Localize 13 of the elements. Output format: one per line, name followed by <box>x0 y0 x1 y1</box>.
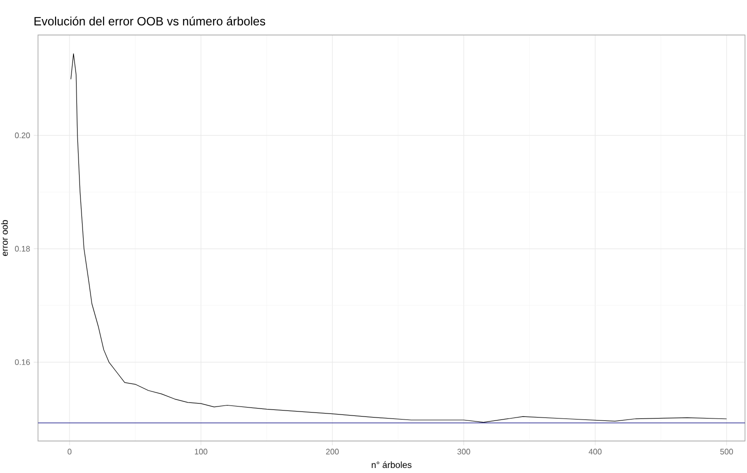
y-axis-title: error oob <box>1 220 8 256</box>
y-tick-label: 0.18 <box>14 246 30 252</box>
x-axis-title: n° árboles <box>372 461 412 468</box>
x-tick-label: 500 <box>720 448 733 454</box>
x-tick-label: 300 <box>457 448 470 454</box>
y-tick-label: 0.20 <box>14 132 30 138</box>
x-tick-label: 400 <box>588 448 602 454</box>
chart-title: Evolución del error OOB vs número árboles <box>34 16 266 26</box>
line-series <box>70 53 727 423</box>
x-tick-label: 200 <box>326 448 339 454</box>
x-tick-label: 0 <box>68 448 72 454</box>
x-tick-label: 100 <box>194 448 208 454</box>
y-tick-label: 0.16 <box>14 359 30 365</box>
